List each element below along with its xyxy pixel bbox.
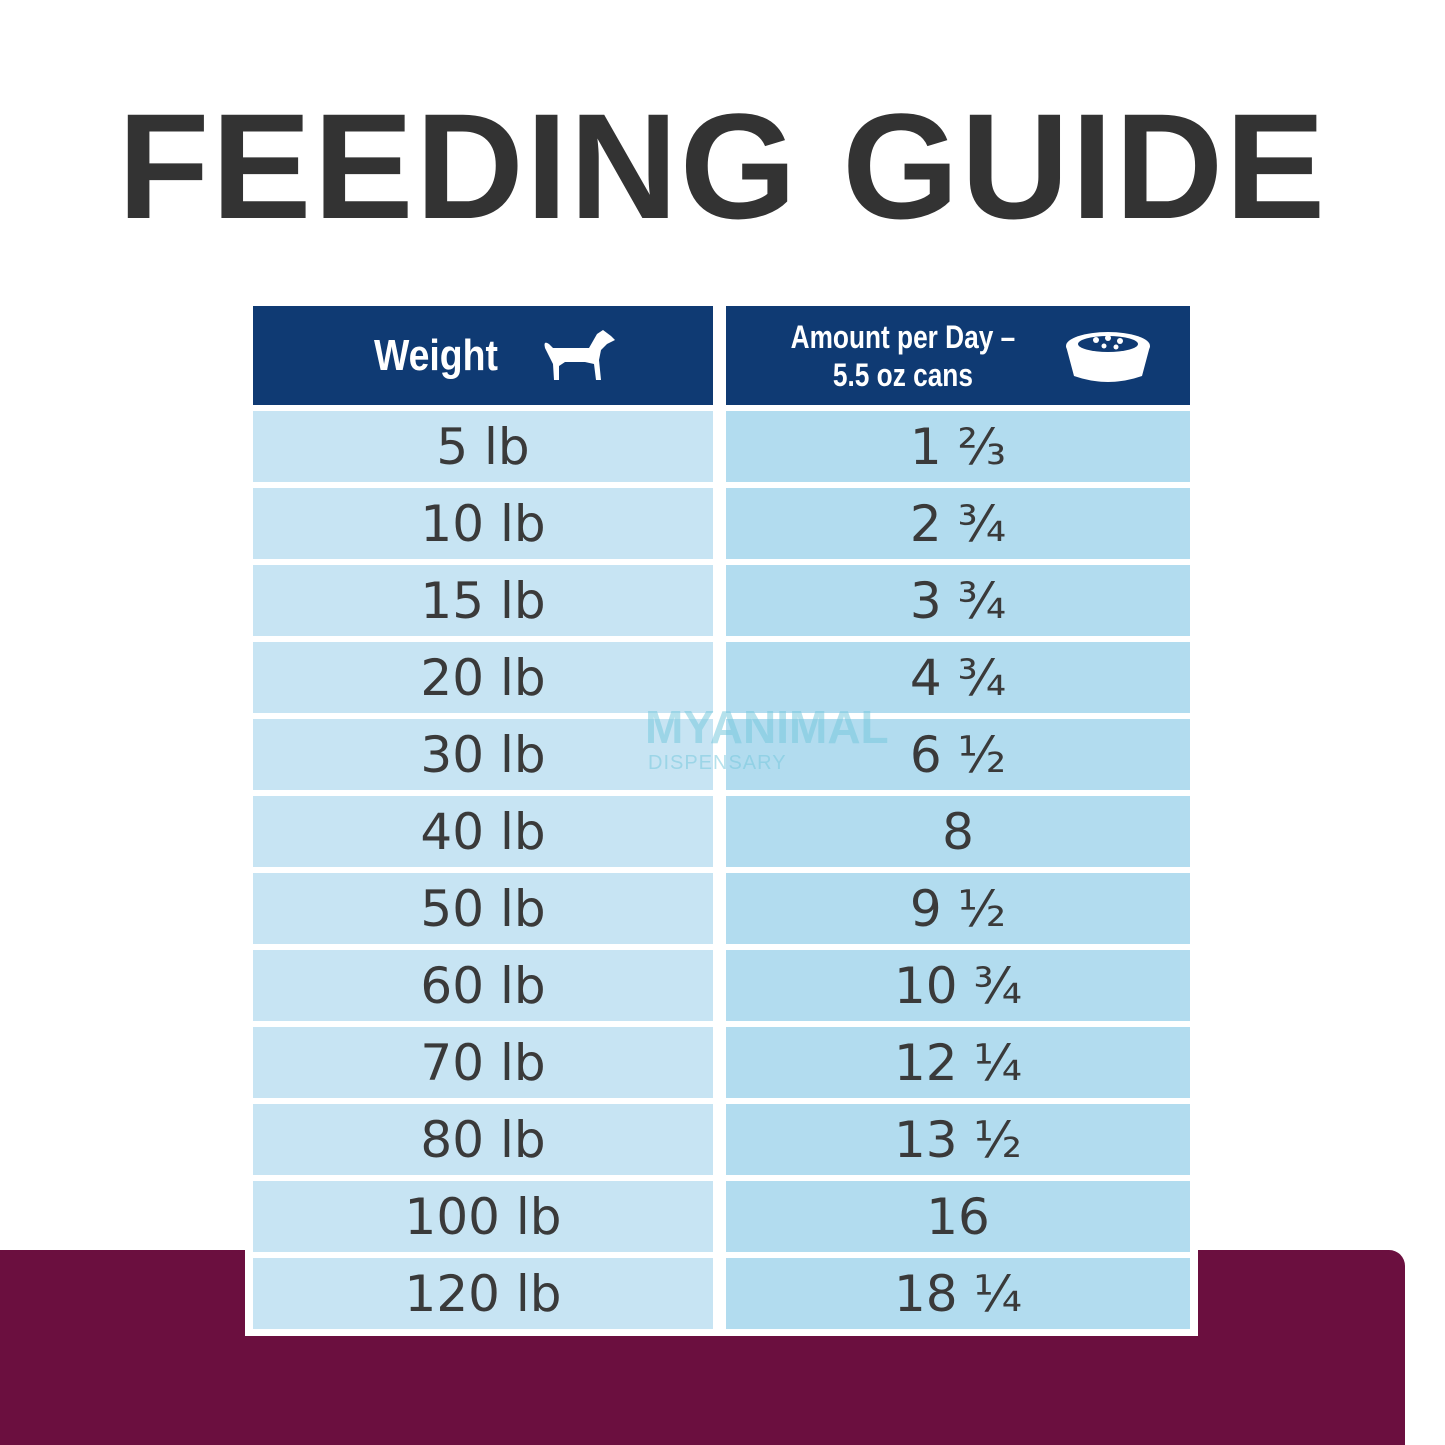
amount-cell: 13 ½: [726, 1104, 1190, 1175]
header-line: 5.5 oz cans: [832, 356, 973, 393]
title: FEEDING GUIDE: [117, 82, 1328, 250]
amount-cell: 12 ¼: [726, 1027, 1190, 1098]
header-line: Amount per Day –: [790, 318, 1016, 355]
weight-cell: 20 lb: [253, 642, 713, 713]
amount-cell: 6 ½: [726, 719, 1190, 790]
weight-cell: 30 lb: [253, 719, 713, 790]
amount-cell: 8: [726, 796, 1190, 867]
header-weight: Weight: [253, 306, 713, 405]
amount-cell: 9 ½: [726, 873, 1190, 944]
header-amount: Amount per Day – 5.5 oz cans: [726, 306, 1190, 405]
weight-cell: 70 lb: [253, 1027, 713, 1098]
amount-cell: 3 ¾: [726, 565, 1190, 636]
watermark-sub: DISPENSARY: [648, 752, 787, 774]
weight-cell: 100 lb: [253, 1181, 713, 1252]
weight-cell: 60 lb: [253, 950, 713, 1021]
weight-cell: 40 lb: [253, 796, 713, 867]
dog-icon: [544, 329, 615, 380]
bowl-icon: [1065, 331, 1150, 382]
weight-cell: 10 lb: [253, 488, 713, 559]
column-header: Weight: [373, 330, 498, 380]
amount-cell: 18 ¼: [726, 1258, 1190, 1329]
weight-cell: 5 lb: [253, 411, 713, 482]
amount-cell: 1 ⅔: [726, 411, 1190, 482]
weight-cell: 50 lb: [253, 873, 713, 944]
amount-cell: 2 ¾: [726, 488, 1190, 559]
amount-cell: 4 ¾: [726, 642, 1190, 713]
weight-cell: 15 lb: [253, 565, 713, 636]
amount-cell: 10 ¾: [726, 950, 1190, 1021]
amount-cell: 16: [726, 1181, 1190, 1252]
weight-cell: 120 lb: [253, 1258, 713, 1329]
column-header: Amount per Day – 5.5 oz cans: [791, 318, 1016, 394]
weight-cell: 80 lb: [253, 1104, 713, 1175]
watermark-brand: MYANIMAL: [645, 701, 889, 753]
